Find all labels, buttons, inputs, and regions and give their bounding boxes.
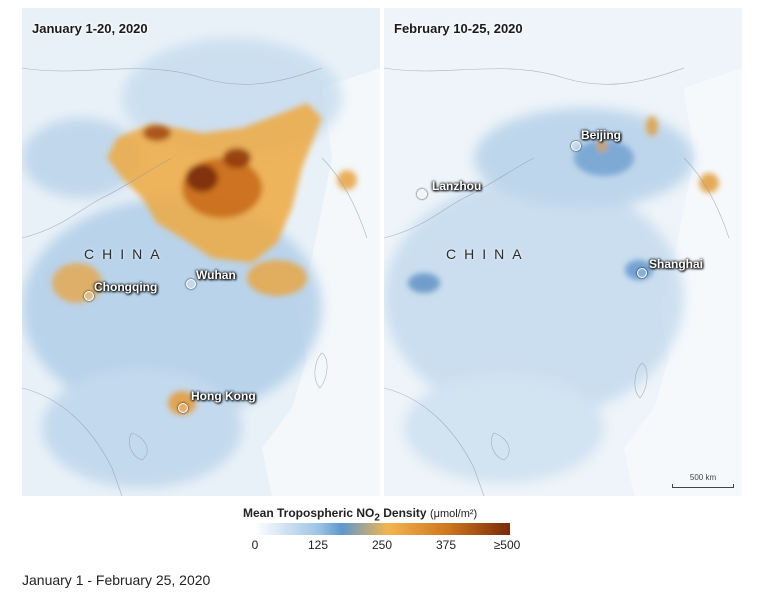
- city-label-lanzhou: Lanzhou: [432, 179, 482, 193]
- scale-bar: 500 km: [672, 473, 734, 488]
- legend-tick: 250: [371, 538, 393, 552]
- legend-color-ramp: [255, 523, 510, 535]
- city-label-beijing: Beijing: [581, 128, 622, 142]
- legend-tick: 125: [307, 538, 329, 552]
- city-marker-beijing: [571, 141, 581, 151]
- city-marker-shanghai: [637, 268, 647, 278]
- city-marker-lanzhou: [417, 189, 427, 199]
- map-panel-feb: February 10-25, 2020 CHINA Beijing Lanzh…: [384, 8, 742, 496]
- city-label-chongqing: Chongqing: [94, 280, 158, 294]
- legend-tick: 375: [435, 538, 457, 552]
- city-marker-chongqing: [84, 291, 94, 301]
- city-marker-wuhan: [186, 279, 196, 289]
- legend-title-main: Mean Tropospheric NO: [243, 506, 375, 520]
- city-label-wuhan: Wuhan: [196, 268, 236, 282]
- country-label: CHINA: [84, 246, 168, 262]
- no2-map-feb: [384, 8, 742, 496]
- country-label: CHINA: [446, 246, 530, 262]
- legend-title-subscript: 2: [374, 512, 380, 524]
- legend-tick: 0: [251, 538, 259, 552]
- map-panel-jan: January 1-20, 2020 CHINA Chongqing Wuhan…: [22, 8, 380, 496]
- city-label-hong-kong: Hong Kong: [191, 389, 256, 403]
- legend-tick: ≥500: [493, 538, 521, 552]
- caption: January 1 - February 25, 2020: [22, 572, 211, 588]
- panel-title: January 1-20, 2020: [32, 21, 148, 36]
- scale-bar-label: 500 km: [689, 473, 717, 482]
- city-label-shanghai: Shanghai: [649, 257, 704, 271]
- legend-title: Mean Tropospheric NO2 Density (μmol/m²): [243, 506, 533, 523]
- no2-map-jan: [22, 8, 380, 496]
- city-marker-hong-kong: [178, 403, 188, 413]
- legend-title-suffix: Density: [379, 506, 427, 520]
- scale-bar-line: [672, 484, 734, 488]
- legend: Mean Tropospheric NO2 Density (μmol/m²) …: [243, 506, 533, 552]
- legend-unit: (μmol/m²): [429, 508, 478, 520]
- panel-title: February 10-25, 2020: [394, 21, 523, 36]
